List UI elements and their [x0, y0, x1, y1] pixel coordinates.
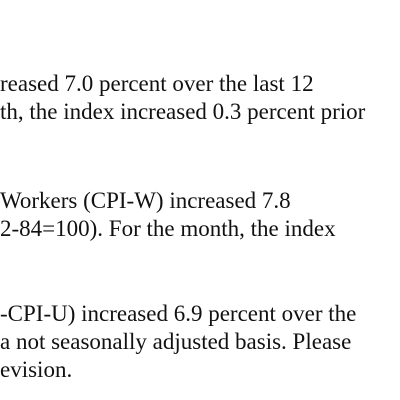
paragraph-3-line-2: a not seasonally adjusted basis. Please	[0, 329, 352, 354]
paragraph-1-line-2: th, the index increased 0.3 percent prio…	[0, 99, 366, 124]
paragraph-3-line-3: evision.	[0, 357, 73, 382]
paragraph-3-line-1: -CPI-U) increased 6.9 percent over the	[0, 301, 357, 326]
paragraph-2-line-2: 2-84=100). For the month, the index	[0, 216, 336, 241]
paragraph-1-line-1: reased 7.0 percent over the last 12	[0, 71, 314, 96]
paragraph-2-line-1: Workers (CPI-W) increased 7.8	[0, 188, 291, 213]
